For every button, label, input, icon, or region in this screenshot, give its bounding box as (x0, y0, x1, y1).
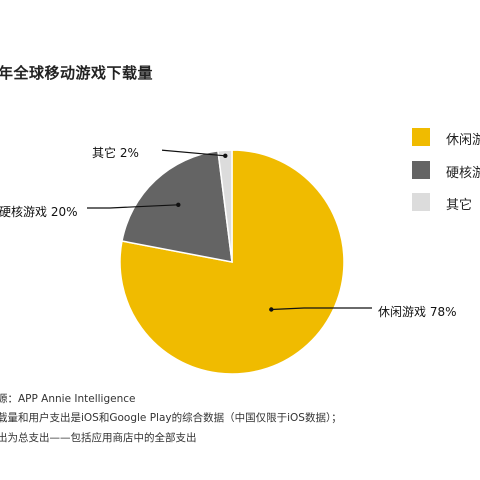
callout-box-hardcore (0, 200, 87, 222)
footnote-source: 源：APP Annie Intelligence (0, 393, 136, 405)
callout-line-other (159, 149, 226, 157)
legend-swatch-hardcore (412, 161, 430, 179)
callout-box-casual (372, 300, 464, 322)
legend-swatch-other (412, 193, 430, 211)
callout-box-other (84, 141, 162, 163)
data-label-other: 其它 2% (92, 145, 139, 160)
legend-label-other: 其它 (446, 198, 473, 213)
pie-slice-other (217, 149, 233, 263)
legend-label-hardcore: 硬核游 (446, 166, 480, 181)
callout-dot-hardcore (176, 202, 181, 207)
legend-label-casual: 休闲游 (446, 133, 480, 148)
callout-dot-other (223, 153, 228, 158)
callout-line-hardcore (87, 204, 179, 209)
data-label-hardcore: 硬核游戏 20% (0, 205, 78, 219)
callout-dot-casual (269, 307, 274, 312)
data-label-casual: 休闲游戏 78% (378, 305, 457, 319)
callout-line-casual (271, 307, 372, 311)
footnote-spending: 出为总支出——包括应用商店中的全部支出 (0, 432, 197, 444)
legend-swatch-casual (412, 128, 430, 146)
footnote-scope: 载量和用户支出是iOS和Google Play的综合数据（中国仅限于iOS数据）… (0, 412, 342, 424)
chart-title: 年全球移动游戏下载量 (0, 64, 154, 82)
